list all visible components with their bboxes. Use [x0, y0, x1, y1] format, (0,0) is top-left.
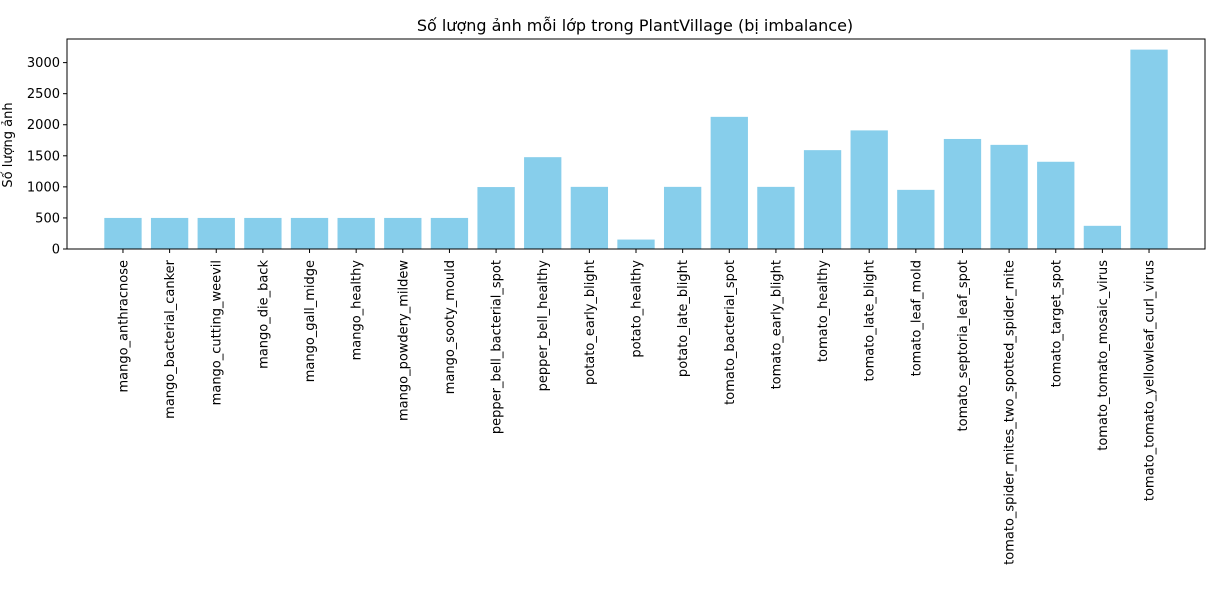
x-tick-label-potato_late_blight: potato_late_blight [676, 260, 691, 377]
bar-tomato_tomato_yellowleaf_curl_virus [1130, 49, 1168, 249]
bar-mango_powdery_mildew [384, 217, 422, 249]
x-tick-label-mango_healthy: mango_healthy [350, 260, 365, 361]
y-tick-label: 2500 [27, 87, 60, 102]
y-tick-label: 2000 [27, 118, 60, 133]
bar-tomato_late_blight [850, 130, 888, 249]
y-tick-label: 0 [52, 243, 60, 258]
x-tick-label-potato_healthy: potato_healthy [630, 260, 645, 358]
bar-potato_healthy [617, 239, 655, 249]
x-tick-label-tomato_late_blight: tomato_late_blight [863, 260, 878, 381]
x-tick-label-tomato_leaf_mold: tomato_leaf_mold [909, 260, 924, 376]
y-tick-label: 500 [35, 211, 60, 226]
bar-potato_late_blight [663, 186, 702, 249]
x-tick-label-potato_early_blight: potato_early_blight [583, 260, 598, 385]
bar-tomato_septoria_leaf_spot [943, 138, 982, 249]
bar-tomato_spider_mites_two_spotted_spider_mite [990, 144, 1028, 249]
x-tick-label-tomato_target_spot: tomato_target_spot [1049, 260, 1064, 387]
x-tick-label-mango_die_back: mango_die_back [256, 260, 271, 369]
bar-tomato_leaf_mold [897, 189, 935, 249]
x-tick-label-mango_bacterial_canker: mango_bacterial_canker [163, 259, 178, 418]
plot-frame [66, 38, 1206, 250]
bar-mango_die_back [244, 217, 282, 249]
y-axis-ticks: 0 500 1000 1500 2000 2500 3000 [27, 56, 67, 258]
x-tick-label-tomato_septoria_leaf_spot: tomato_septoria_leaf_spot [956, 260, 971, 431]
y-axis-label: Số lượng ảnh [1, 102, 16, 187]
bar-tomato_bacterial_spot [710, 116, 748, 249]
x-tick-label-tomato_tomato_yellowleaf_curl_virus: tomato_tomato_yellowleaf_curl_virus [1143, 260, 1158, 501]
y-tick-label: 3000 [27, 56, 60, 71]
bar-tomato_tomato_mosaic_virus [1083, 225, 1122, 249]
x-tick-label-pepper_bell_bacterial_spot: pepper_bell_bacterial_spot [490, 260, 505, 434]
x-tick-label-tomato_tomato_mosaic_virus: tomato_tomato_mosaic_virus [1096, 260, 1111, 451]
bar-mango_cutting_weevil [197, 217, 235, 249]
bar-mango_healthy [337, 217, 375, 249]
bar-potato_early_blight [570, 186, 609, 249]
x-tick-label-mango_gall_midge: mango_gall_midge [303, 260, 318, 382]
x-tick-label-mango_sooty_mould: mango_sooty_mould [443, 260, 458, 394]
bar-tomato_early_blight [757, 186, 795, 249]
bar-pepper_bell_bacterial_spot [477, 187, 515, 249]
chart-title: Số lượng ảnh mỗi lớp trong PlantVillage … [417, 16, 853, 35]
x-tick-label-pepper_bell_healthy: pepper_bell_healthy [536, 260, 551, 392]
x-tick-label-mango_cutting_weevil: mango_cutting_weevil [210, 260, 225, 405]
bar-tomato_healthy [803, 150, 842, 249]
bar-tomato_target_spot [1037, 161, 1075, 249]
x-tick-label-tomato_bacterial_spot: tomato_bacterial_spot [723, 260, 738, 405]
x-axis-ticks: mango_anthracnose mango_bacterial_canker m… [116, 249, 1158, 565]
bars [104, 49, 1168, 249]
y-tick-label: 1000 [27, 180, 60, 195]
bar-mango_gall_midge [290, 217, 329, 249]
x-tick-label-mango_powdery_mildew: mango_powdery_mildew [396, 260, 411, 421]
x-tick-label-tomato_spider_mites_two_spotted_spider_mite: tomato_spider_mites_two_spotted_spider_m… [1003, 260, 1018, 565]
bar-pepper_bell_healthy [524, 157, 562, 249]
x-tick-label-tomato_healthy: tomato_healthy [816, 260, 831, 362]
bar-mango_anthracnose [104, 217, 142, 249]
bar-mango_bacterial_canker [150, 217, 189, 249]
x-tick-label-tomato_early_blight: tomato_early_blight [769, 260, 784, 389]
bar-mango_sooty_mould [430, 217, 469, 249]
y-tick-label: 1500 [27, 149, 60, 164]
x-tick-label-mango_anthracnose: mango_anthracnose [116, 260, 131, 393]
